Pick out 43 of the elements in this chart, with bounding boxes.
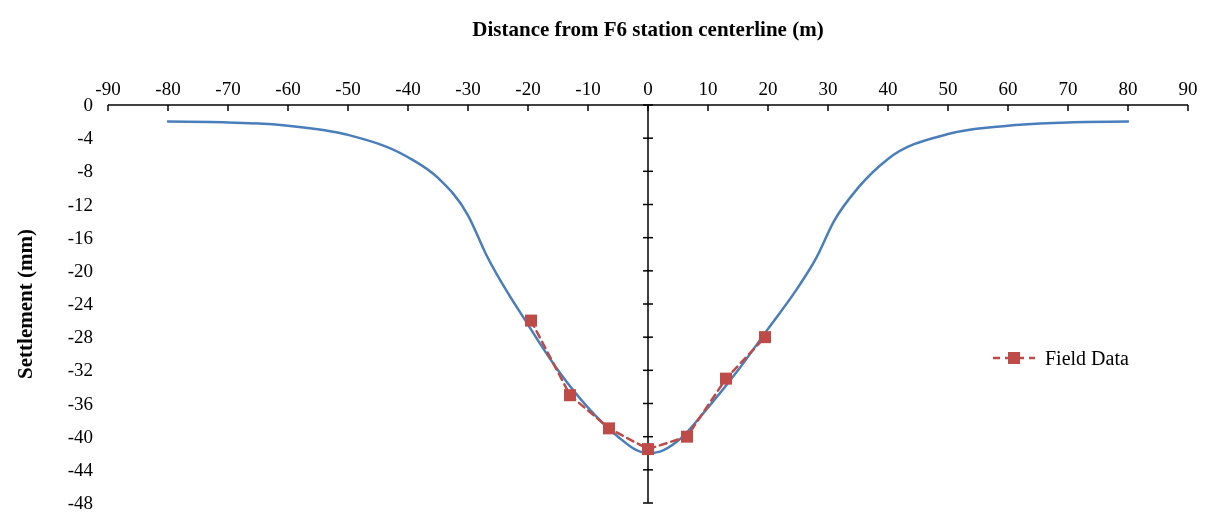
y-tick-label: -32 [67, 359, 93, 381]
point [681, 430, 693, 443]
y-tick-label: -36 [67, 392, 93, 414]
x-tick-label: 50 [938, 78, 958, 99]
y-tick-label: -24 [67, 293, 94, 314]
point [759, 331, 771, 344]
x-tick-label: -40 [395, 78, 421, 99]
x-tick-label: 10 [698, 78, 718, 99]
y-tick-label: -4 [77, 127, 94, 149]
y-tick-label: -48 [67, 492, 93, 513]
y-tick-label: 0 [83, 94, 93, 115]
x-tick-label: -10 [575, 78, 601, 99]
legend-label: Field Data [1045, 347, 1129, 369]
x-tick-label: -20 [515, 78, 541, 99]
y-axis-title: Settlement (mm) [13, 229, 37, 379]
x-tick-label: -80 [155, 78, 181, 99]
x-tick-label: 0 [643, 78, 653, 99]
point [720, 372, 732, 385]
y-tick-label: -12 [67, 193, 93, 215]
x-tick-label: -70 [215, 78, 241, 99]
y-tick-label: -44 [67, 458, 94, 480]
x-tick-label: -60 [275, 78, 301, 99]
line-series [166, 120, 1130, 455]
x-tick-label: -30 [455, 78, 481, 99]
x-tick-label: 40 [878, 78, 898, 99]
x-tick-label: 60 [998, 78, 1018, 99]
x-tick-label: 80 [1118, 78, 1138, 99]
x-tick-label: -90 [95, 78, 121, 99]
x-axis-title: Distance from F6 station centerline (m) [472, 17, 824, 41]
x-tick-label: 90 [1178, 78, 1198, 99]
point [642, 443, 654, 456]
y-tick-label: -16 [67, 226, 93, 248]
point [525, 314, 537, 327]
y-tick-label: -8 [77, 160, 93, 182]
point [603, 422, 615, 435]
y-tick-label: -40 [67, 425, 93, 447]
point [564, 389, 576, 402]
x-tick-label: 70 [1058, 78, 1078, 99]
x-tick-label: -50 [335, 78, 361, 99]
y-tick-label: -20 [67, 259, 93, 281]
y-tick-label: -28 [67, 326, 93, 348]
x-tick-label: 30 [818, 78, 838, 99]
x-tick-label: 20 [758, 78, 778, 99]
